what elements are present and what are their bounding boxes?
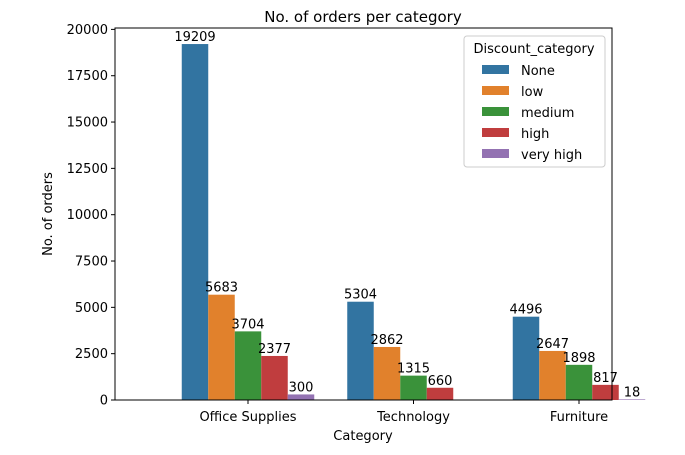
bar-medium-2 xyxy=(565,364,593,400)
bar-low-1 xyxy=(373,346,401,400)
x-tick-label: Office Supplies xyxy=(199,410,296,425)
y-axis-label: No. of orders xyxy=(41,172,56,256)
bar-low-0 xyxy=(208,294,235,400)
bar-value-label: 3704 xyxy=(231,317,264,332)
bar-very-high-2 xyxy=(618,399,646,400)
bar-value-label: 19209 xyxy=(174,30,215,45)
legend-label-high: high xyxy=(521,127,549,142)
bar-value-label: 4496 xyxy=(509,303,542,318)
bars-group xyxy=(181,44,646,400)
bar-value-label: 660 xyxy=(428,374,453,389)
bar-medium-0 xyxy=(234,331,262,400)
legend-swatch-high xyxy=(482,128,509,137)
bar-medium-1 xyxy=(400,375,427,400)
x-tick-label: Technology xyxy=(376,410,450,425)
bar-value-label: 1315 xyxy=(397,362,430,377)
bar-value-label: 817 xyxy=(593,371,618,386)
bar-none-0 xyxy=(181,44,209,400)
bar-high-0 xyxy=(261,355,288,400)
y-tick-label: 20000 xyxy=(67,23,108,38)
bar-value-label: 1898 xyxy=(562,351,595,366)
chart-title: No. of orders per category xyxy=(264,8,462,26)
legend-swatch-medium xyxy=(482,107,509,116)
legend-title: Discount_category xyxy=(473,42,594,57)
y-tick-label: 2500 xyxy=(75,347,108,362)
legend-swatch-very-high xyxy=(482,149,509,158)
legend-swatch-none xyxy=(482,65,509,74)
bar-value-label: 2377 xyxy=(258,342,291,357)
y-tick-label: 15000 xyxy=(67,116,108,131)
bar-none-2 xyxy=(512,316,540,400)
x-tick-label: Furniture xyxy=(550,410,608,425)
y-tick-label: 5000 xyxy=(75,301,108,316)
bar-value-label: 5683 xyxy=(205,281,238,296)
legend-label-low: low xyxy=(521,85,544,100)
bar-none-1 xyxy=(347,301,374,400)
x-axis: Office Supplies Technology Furniture xyxy=(199,400,608,425)
legend: Discount_category None low medium high very … xyxy=(463,35,606,168)
y-tick-label: 7500 xyxy=(75,255,108,270)
y-tick-label: 17500 xyxy=(67,69,108,84)
bar-value-label: 18 xyxy=(624,386,641,401)
bar-high-2 xyxy=(592,384,619,400)
y-tick-label: 0 xyxy=(100,394,108,409)
legend-swatch-low xyxy=(482,86,509,95)
y-tick-label: 10000 xyxy=(67,208,108,223)
bar-value-label: 2862 xyxy=(370,333,403,348)
y-tick-label: 12500 xyxy=(67,162,108,177)
bar-value-label: 300 xyxy=(289,380,314,395)
bar-high-1 xyxy=(426,387,454,400)
plot-frame xyxy=(114,27,613,401)
legend-label-medium: medium xyxy=(521,106,574,121)
bar-labels-group: 19209 5304 4496 5683 2862 2647 3704 1315 1898 237… xyxy=(174,30,640,401)
bar-low-2 xyxy=(539,350,566,400)
bar-value-label: 2647 xyxy=(536,337,569,352)
y-axis: 0 2500 5000 7500 10000 12500 15000 17500 20000 xyxy=(67,23,115,409)
bar-value-label: 5304 xyxy=(344,288,377,303)
legend-label-none: None xyxy=(521,64,555,79)
bar-very-high-0 xyxy=(287,394,315,400)
legend-label-very-high: very high xyxy=(521,148,582,163)
x-axis-label: Category xyxy=(333,429,393,444)
